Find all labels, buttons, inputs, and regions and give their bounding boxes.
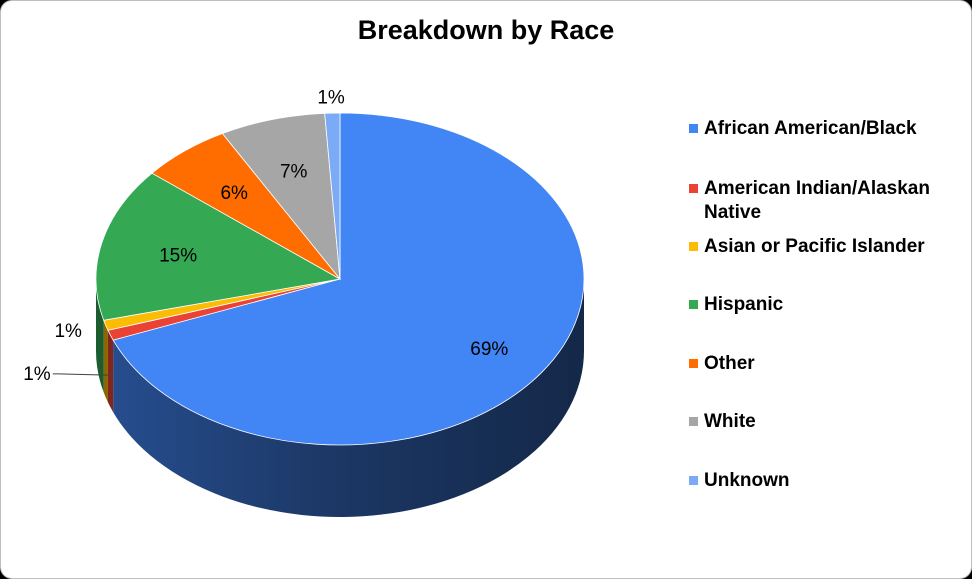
data-label-1: 1% — [23, 364, 51, 385]
legend-swatch — [689, 242, 698, 251]
pie-slices — [95, 112, 585, 446]
pie-slice-6 — [324, 112, 341, 280]
legend-label: African American/Black — [704, 118, 917, 139]
legend-label: Other — [704, 353, 755, 374]
legend-swatch — [689, 300, 698, 309]
legend-item-1: American Indian/Alaskan Native — [689, 177, 964, 225]
pie-side-3 — [96, 279, 104, 393]
pie-slice-3 — [95, 172, 342, 321]
pie-side-1 — [107, 330, 114, 413]
legend-item-2: Asian or Pacific Islander — [689, 235, 964, 259]
legend-item-6: Unknown — [689, 469, 964, 493]
legend-swatch — [689, 417, 698, 426]
pie-side-0 — [113, 279, 585, 517]
chart-title: Breakdown by Race — [357, 15, 615, 45]
pie-side-walls — [96, 279, 585, 517]
legend-swatch — [689, 359, 698, 368]
legend-item-0: African American/Black — [689, 117, 964, 141]
data-labels: 69% 1% 1% 15% 6% 7% 1% — [23, 88, 508, 385]
legend-label: Unknown — [704, 470, 790, 491]
pie-slice-5 — [221, 112, 341, 281]
data-label-4: 6% — [220, 183, 248, 204]
legend-item-5: White — [689, 410, 964, 434]
legend-label: Asian or Pacific Islander — [704, 236, 925, 257]
legend-label: White — [704, 411, 756, 432]
data-label-6: 1% — [317, 88, 345, 109]
legend-label: American Indian/Alaskan Native — [704, 178, 930, 223]
legend-item-3: Hispanic — [689, 293, 964, 317]
pie-side-2 — [103, 320, 108, 403]
legend-label: Hispanic — [704, 294, 784, 315]
leader-line-1 — [52, 373, 113, 376]
data-label-3: 15% — [159, 245, 197, 266]
pie-slice-0 — [112, 112, 585, 446]
legend-swatch — [689, 476, 698, 485]
data-label-2: 1% — [54, 321, 82, 342]
data-label-0: 69% — [470, 339, 508, 360]
legend-item-4: Other — [689, 352, 964, 376]
legend-swatch — [689, 124, 698, 133]
data-label-5: 7% — [280, 162, 308, 183]
legend-swatch — [689, 184, 698, 193]
